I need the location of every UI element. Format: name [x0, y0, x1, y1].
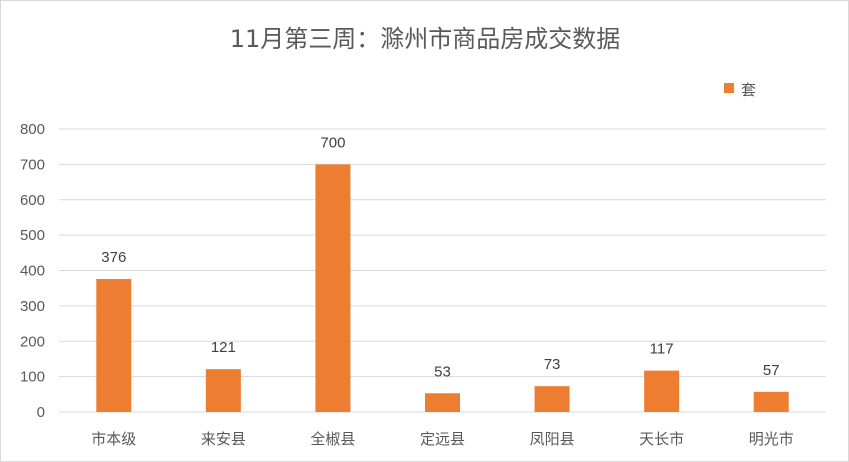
y-tick-label: 100	[20, 369, 45, 386]
y-axis-ticks: 0 100 200 300 400 500 600 700 800	[20, 121, 45, 421]
legend-label: 套	[741, 81, 756, 99]
legend-swatch	[724, 83, 734, 93]
data-labels: 376 121 700 53 73 117 57	[101, 134, 779, 380]
x-category-label: 市本级	[91, 430, 136, 448]
data-label: 117	[650, 341, 674, 358]
y-tick-label: 0	[37, 404, 45, 421]
data-label: 53	[434, 363, 451, 380]
bar	[534, 386, 570, 412]
bar	[205, 369, 241, 412]
x-category-label: 全椒县	[310, 430, 355, 448]
x-category-label: 凤阳县	[530, 430, 575, 448]
y-tick-label: 800	[20, 121, 45, 138]
y-tick-label: 400	[20, 263, 45, 280]
chart-title: 11月第三周：滁州市商品房成交数据	[230, 25, 621, 53]
data-label: 700	[320, 134, 345, 151]
gridlines	[59, 128, 826, 413]
y-tick-label: 200	[20, 333, 45, 350]
bar	[644, 370, 680, 412]
x-category-label: 来安县	[201, 430, 246, 448]
data-label: 73	[544, 356, 561, 373]
y-tick-label: 600	[20, 192, 45, 209]
data-label: 376	[101, 249, 126, 266]
legend: 套	[724, 81, 756, 99]
bar	[753, 391, 789, 412]
bar	[315, 164, 351, 412]
bars	[96, 164, 789, 412]
bar	[96, 278, 132, 412]
x-category-label: 定远县	[420, 430, 465, 448]
x-axis-categories: 市本级 来安县 全椒县 定远县 凤阳县 天长市 明光市	[91, 430, 793, 448]
y-tick-label: 700	[20, 156, 45, 173]
y-tick-label: 300	[20, 298, 45, 315]
bar	[425, 393, 460, 412]
data-label: 121	[211, 339, 236, 356]
x-category-label: 明光市	[749, 430, 794, 448]
x-category-label: 天长市	[639, 430, 684, 448]
data-label: 57	[763, 362, 780, 379]
y-tick-label: 500	[20, 227, 45, 244]
